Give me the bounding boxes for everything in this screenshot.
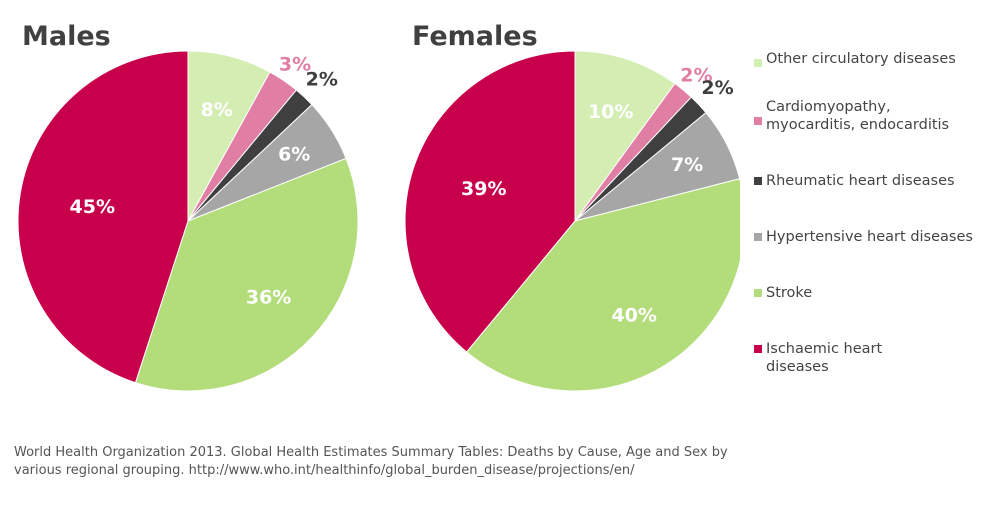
females-pie: Females 10% 2%2% 7% 40% 39% (404, 21, 740, 392)
slice-label-cardiomyopathy: 3% (279, 54, 311, 76)
pie-slice-stroke (465, 178, 740, 392)
slice-label-ischaemic: 39% (461, 178, 506, 200)
slice-label-stroke: 36% (246, 287, 291, 309)
legend-swatch (754, 59, 762, 67)
slice-label-other-circulatory: 10% (588, 101, 633, 123)
slice-label-cardiomyopathy: 2% (680, 64, 712, 86)
legend-label-line: Hypertensive heart diseases (766, 229, 973, 245)
legend-label-line: Cardiomyopathy, (766, 99, 891, 115)
slice-label-hypertensive: 6% (278, 144, 310, 166)
source-citation: World Health Organization 2013. Global H… (14, 444, 774, 480)
chart-title: Females (412, 21, 538, 52)
slice-label-hypertensive: 7% (671, 154, 703, 176)
legend-label-line: Rheumatic heart diseases (766, 173, 955, 189)
slice-label-rheumatic: 2% (701, 77, 733, 99)
legend-label-line: myocarditis, endocarditis (766, 117, 950, 133)
legend-label-line: Other circulatory diseases (766, 51, 956, 67)
legend-label-line: diseases (766, 359, 829, 375)
legend-swatch (754, 177, 762, 185)
slice-label-stroke: 40% (611, 304, 656, 326)
pie-slice-ischaemic (404, 50, 576, 353)
legend-swatch (754, 345, 762, 353)
source-line-2: various regional grouping. http://www.wh… (14, 463, 635, 478)
legend-label-line: Stroke (766, 285, 813, 301)
legend-swatch (754, 233, 762, 241)
slice-label-other-circulatory: 8% (201, 99, 233, 121)
source-line-1: World Health Organization 2013. Global H… (14, 445, 728, 460)
slice-label-rheumatic: 2% (306, 69, 338, 91)
pie-slice-stroke (134, 157, 359, 392)
legend-swatch (754, 117, 762, 125)
pie-slice-other-circulatory (574, 50, 676, 223)
legend-swatch (754, 289, 762, 297)
chart-title: Males (22, 21, 111, 52)
males-pie: Males 8% 3%2% 6% 36% 45% (17, 21, 359, 392)
pie-slice-ischaemic (17, 50, 189, 384)
slice-label-ischaemic: 45% (70, 196, 115, 218)
legend-label-line: Ischaemic heart (766, 341, 883, 357)
